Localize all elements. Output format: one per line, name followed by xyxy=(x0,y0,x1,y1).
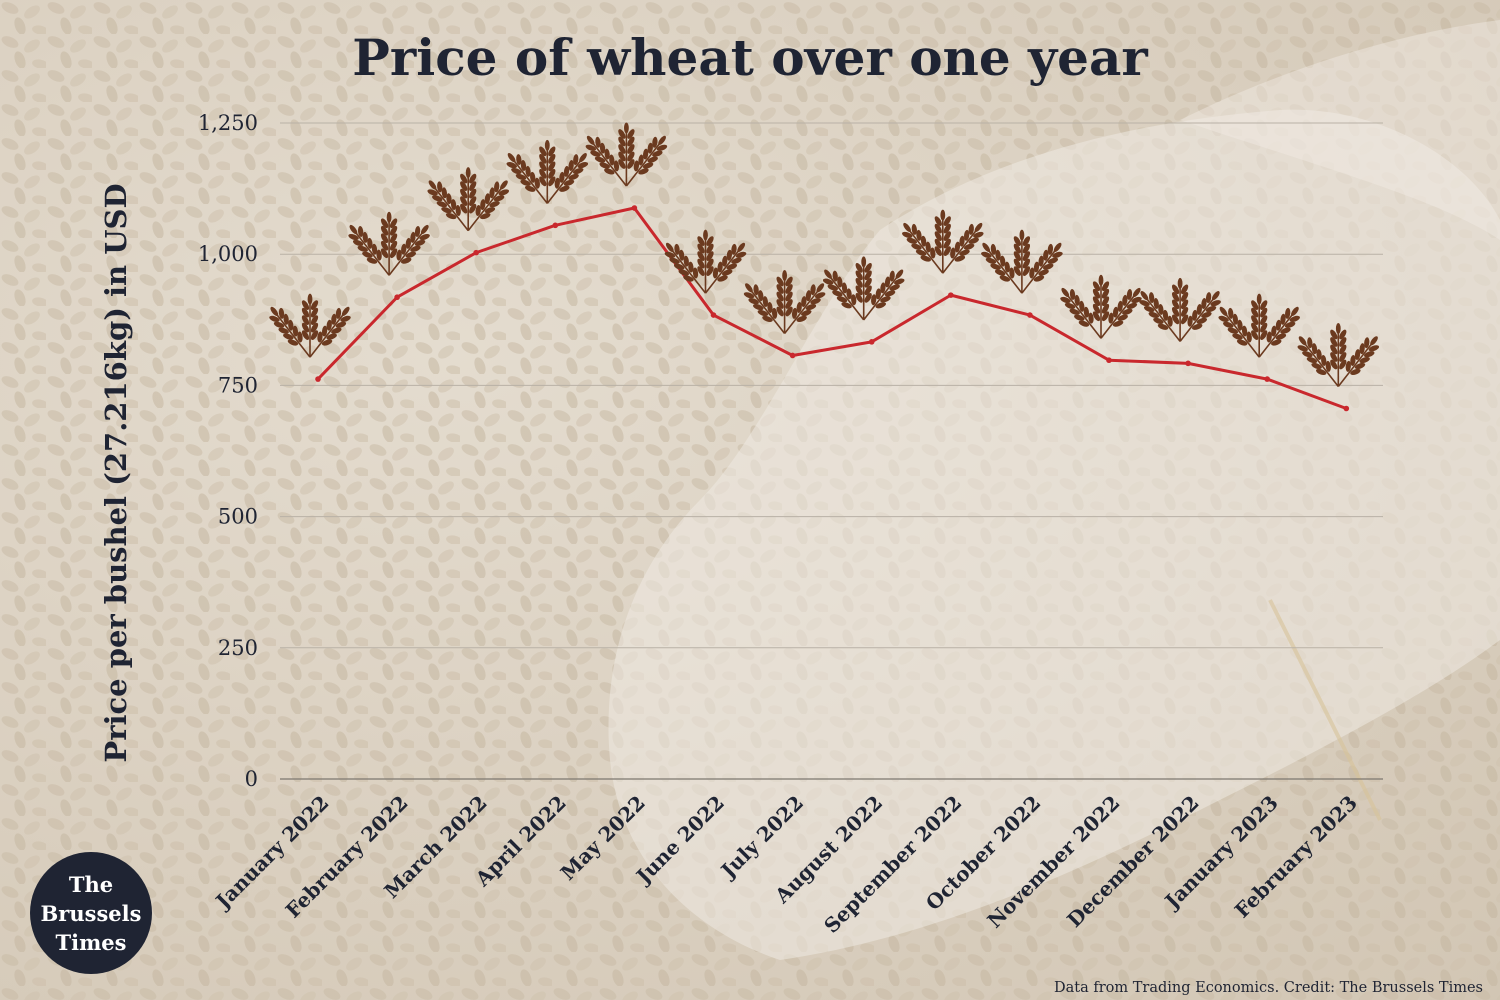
data-point xyxy=(1343,405,1350,412)
wheat-icon xyxy=(664,229,747,294)
data-point xyxy=(1027,312,1033,318)
data-point xyxy=(789,352,796,359)
wheat-icon xyxy=(1139,277,1221,342)
data-point xyxy=(868,339,875,345)
y-tick-label: 250 xyxy=(218,636,258,660)
data-point xyxy=(1185,360,1191,367)
gridlines xyxy=(280,122,1383,780)
y-tick-label: 750 xyxy=(218,373,258,397)
x-tick-label: December 2022 xyxy=(1062,791,1203,932)
data-point xyxy=(948,292,954,298)
logo-line-3: Times xyxy=(55,930,126,955)
y-tick-label: 1,250 xyxy=(198,111,258,135)
wheat-icon xyxy=(743,269,826,334)
data-point xyxy=(710,312,717,318)
x-tick-label: September 2022 xyxy=(819,791,966,938)
data-point xyxy=(1264,376,1270,382)
y-axis-label: Price per bushel (27.216kg) in USD xyxy=(99,183,133,762)
wheat-icon xyxy=(348,211,430,276)
wheat-icon xyxy=(269,293,351,358)
data-point xyxy=(552,222,559,229)
wheat-icon xyxy=(506,139,589,204)
y-tick-label: 500 xyxy=(218,505,258,529)
logo-line-1: The xyxy=(69,872,113,897)
wheat-icon xyxy=(981,229,1063,294)
wheat-icon xyxy=(1060,274,1142,339)
wheat-icon xyxy=(822,256,905,321)
x-tick-label: November 2022 xyxy=(982,791,1124,933)
y-axis-ticks: 0 250 500 750 1,000 1,250 xyxy=(198,111,258,791)
data-point xyxy=(631,205,638,211)
wheat-icon xyxy=(585,122,668,187)
wheat-markers xyxy=(269,122,1380,387)
data-point xyxy=(315,376,321,382)
wheat-icon xyxy=(1218,293,1301,358)
price-series xyxy=(315,205,1350,412)
price-line xyxy=(316,206,1348,410)
y-tick-label: 0 xyxy=(245,767,258,791)
logo-badge xyxy=(30,852,152,974)
logo-line-2: Brussels xyxy=(41,901,142,926)
brussels-times-logo: The Brussels Times xyxy=(30,852,152,974)
wheat-icon xyxy=(901,209,984,274)
data-point xyxy=(473,249,480,256)
y-tick-label: 1,000 xyxy=(198,242,258,266)
chart-title: Price of wheat over one year xyxy=(352,28,1148,87)
wheat-icon xyxy=(1297,322,1380,387)
credit-text: Data from Trading Economics. Credit: The… xyxy=(1054,980,1483,996)
wheat-icon xyxy=(427,167,510,232)
data-point xyxy=(1106,357,1112,364)
data-point xyxy=(394,294,400,301)
